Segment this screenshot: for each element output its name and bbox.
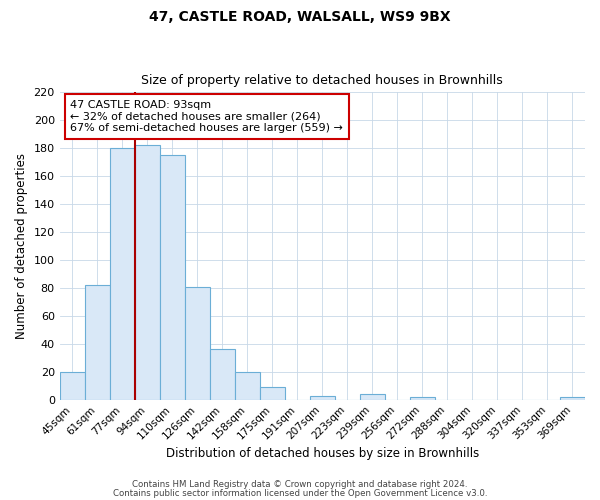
X-axis label: Distribution of detached houses by size in Brownhills: Distribution of detached houses by size … <box>166 447 479 460</box>
Bar <box>59 372 85 400</box>
Y-axis label: Number of detached properties: Number of detached properties <box>15 153 28 339</box>
Bar <box>260 387 285 400</box>
Bar <box>85 285 110 400</box>
Text: 47 CASTLE ROAD: 93sqm
← 32% of detached houses are smaller (264)
67% of semi-det: 47 CASTLE ROAD: 93sqm ← 32% of detached … <box>70 100 343 133</box>
Bar <box>185 286 210 400</box>
Bar <box>360 394 385 400</box>
Text: Contains HM Land Registry data © Crown copyright and database right 2024.: Contains HM Land Registry data © Crown c… <box>132 480 468 489</box>
Bar <box>135 146 160 400</box>
Text: 47, CASTLE ROAD, WALSALL, WS9 9BX: 47, CASTLE ROAD, WALSALL, WS9 9BX <box>149 10 451 24</box>
Bar <box>210 350 235 400</box>
Bar <box>235 372 260 400</box>
Title: Size of property relative to detached houses in Brownhills: Size of property relative to detached ho… <box>142 74 503 87</box>
Text: Contains public sector information licensed under the Open Government Licence v3: Contains public sector information licen… <box>113 488 487 498</box>
Bar <box>560 397 585 400</box>
Bar <box>110 148 135 400</box>
Bar <box>160 155 185 400</box>
Bar <box>310 396 335 400</box>
Bar <box>410 397 435 400</box>
